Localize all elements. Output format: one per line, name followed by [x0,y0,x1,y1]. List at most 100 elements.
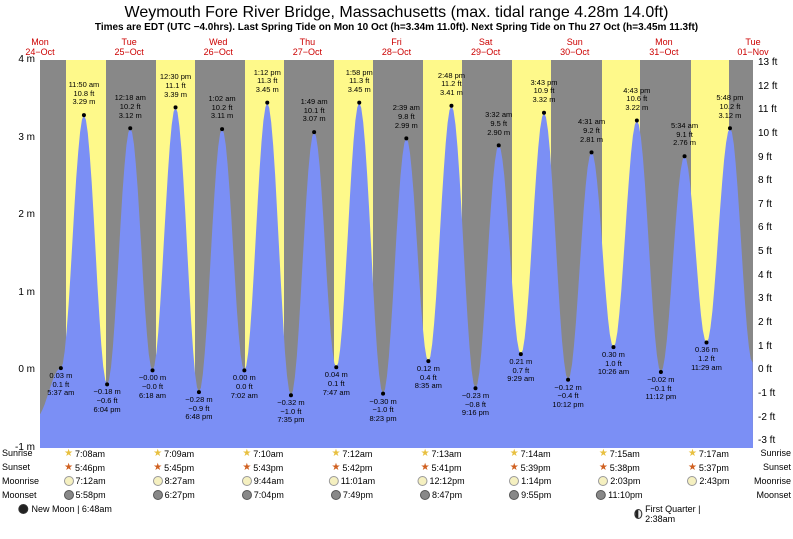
sunrise-icon: ★ [599,448,608,459]
ytick-ft: 6 ft [753,222,793,233]
moonrise-item: 9:44am [242,476,284,486]
moonset-label: Moonset [2,490,37,500]
tide-label: 5:34 am9.1 ft2.76 m [671,122,698,148]
ytick-m: 3 m [0,132,40,143]
sunrise-icon: ★ [688,448,697,459]
tide-point [59,366,63,370]
moonset-icon [509,490,519,500]
date-label: Fri28−Oct [382,38,411,58]
tide-point [426,359,430,363]
tide-point [705,340,709,344]
sunset-item: ★5:37pm [688,462,729,473]
moonset-icon [420,490,430,500]
tide-point [566,378,570,382]
sunset-item: ★5:45pm [153,462,194,473]
ytick-ft: 1 ft [753,341,793,352]
tide-point [611,345,615,349]
tide-point [312,130,316,134]
date-label: Thu27−Oct [293,38,322,58]
tide-label: 0.30 m1.0 ft10:26 am [598,351,629,377]
sunset-icon: ★ [64,462,73,473]
sunrise-icon: ★ [331,448,340,459]
sunset-icon: ★ [331,462,340,473]
tide-point [659,370,663,374]
date-label: Sat29−Oct [471,38,500,58]
moonrise-label-right: Moonrise [754,476,791,486]
moonset-icon [242,490,252,500]
ytick-ft: 0 ft [753,364,793,375]
tide-point [404,136,408,140]
moonrise-label: Moonrise [2,476,39,486]
tide-point [128,126,132,130]
sunrise-row: SunriseSunrise★7:08am★7:09am★7:10am★7:12… [40,448,753,462]
sunset-item: ★5:38pm [599,462,640,473]
date-label: Wed26−Oct [204,38,233,58]
moon-phase: New Moon | 6:48am [19,504,112,514]
tide-label: 12:30 pm11.1 ft3.39 m [160,73,191,99]
sunrise-item: ★7:10am [242,448,283,459]
moon-phase-row: New Moon | 6:48amFirst Quarter | 2:38am [40,504,753,518]
moonrise-icon [153,476,163,486]
tide-point [357,101,361,105]
sunrise-icon: ★ [421,448,430,459]
tide-point [497,143,501,147]
moonset-item: 7:49pm [331,490,373,500]
ytick-m: 2 m [0,209,40,220]
tide-point [174,105,178,109]
moonrise-icon [329,476,339,486]
tide-label: 4:43 pm10.6 ft3.22 m [623,87,650,113]
moonset-icon [64,490,74,500]
moonset-icon [596,490,606,500]
ytick-ft: 3 ft [753,293,793,304]
tide-label: −0.18 m−0.6 ft6:04 pm [93,388,120,414]
moonset-item: 7:04pm [242,490,284,500]
ytick-m: 0 m [0,364,40,375]
tide-point [242,368,246,372]
tide-label: −0.23 m−0.8 ft9:16 pm [462,392,489,418]
tide-chart: Weymouth Fore River Bridge, Massachusett… [0,0,793,539]
sunset-item: ★5:42pm [331,462,372,473]
y-axis-meters: -1 m0 m1 m2 m3 m4 m [0,60,40,448]
ytick-ft: 2 ft [753,317,793,328]
sunrise-item: ★7:12am [331,448,372,459]
ytick-ft: 12 ft [753,81,793,92]
moonset-icon [331,490,341,500]
ytick-ft: 4 ft [753,270,793,281]
tide-label: 1:12 pm11.3 ft3.45 m [254,69,281,95]
tide-label: −0.12 m−0.4 ft10:12 pm [552,384,583,410]
moonset-item: 8:47pm [420,490,462,500]
tide-point [728,126,732,130]
sunset-icon: ★ [421,462,430,473]
sunrise-item: ★7:15am [599,448,640,459]
chart-title: Weymouth Fore River Bridge, Massachusett… [0,0,793,22]
chart-subtitle: Times are EDT (UTC −4.0hrs). Last Spring… [0,22,793,35]
tide-label: 1:49 am10.1 ft3.07 m [301,98,328,124]
tide-label: 12:18 am10.2 ft3.12 m [115,94,146,120]
moonset-icon [153,490,163,500]
tide-point [381,392,385,396]
moonrise-icon [598,476,608,486]
moonrise-icon [418,476,428,486]
sunrise-icon: ★ [64,448,73,459]
tide-label: −0.00 m−0.0 ft6:18 am [139,374,166,400]
tide-label: 0.36 m1.2 ft11:29 am [691,346,722,372]
moonrise-item: 7:12am [64,476,106,486]
moonset-item: 9:55pm [509,490,551,500]
date-label: Mon31−Oct [649,38,678,58]
tide-label: 0.12 m0.4 ft8:35 am [415,365,442,391]
sunset-icon: ★ [510,462,519,473]
sunrise-item: ★7:09am [153,448,194,459]
tide-point [265,101,269,105]
tide-label: 1:02 am10.2 ft3.11 m [209,95,236,121]
sunset-icon: ★ [599,462,608,473]
moonrise-icon [687,476,697,486]
tide-point [590,150,594,154]
tide-point [197,390,201,394]
ytick-ft: -1 ft [753,388,793,399]
ytick-m: 4 m [0,54,40,65]
moonrise-icon [509,476,519,486]
sunrise-label-right: Sunrise [760,448,791,458]
moonrise-item: 11:01am [329,476,375,486]
sunset-icon: ★ [153,462,162,473]
sunrise-icon: ★ [153,448,162,459]
